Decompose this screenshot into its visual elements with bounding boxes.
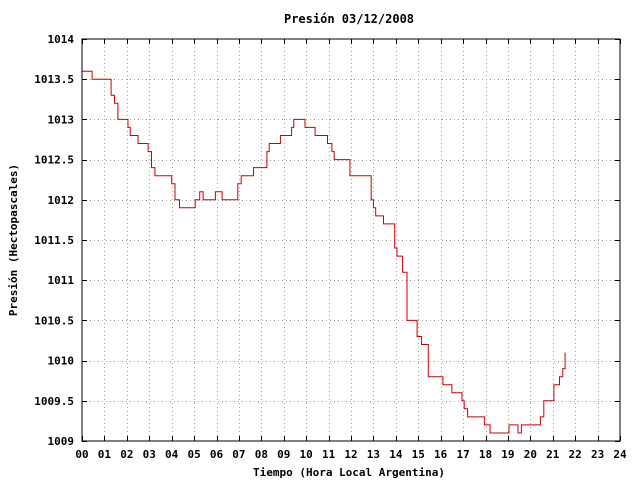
tick-marks	[82, 39, 621, 442]
chart-title: Presión 03/12/2008	[284, 12, 414, 26]
x-tick-label: 10	[300, 448, 313, 461]
series-layer	[82, 70, 566, 434]
y-tick-label: 1010.5	[34, 314, 74, 327]
x-tick-label: 06	[210, 448, 224, 461]
x-tick-label: 11	[322, 448, 336, 461]
y-tick-label: 1014	[48, 33, 75, 46]
y-tick-label: 1012.5	[34, 154, 74, 167]
x-tick-label: 23	[591, 448, 604, 461]
x-tick-label: 18	[479, 448, 492, 461]
y-tick-label: 1011	[48, 274, 75, 287]
y-tick-label: 1013	[48, 113, 75, 126]
x-tick-label: 08	[255, 448, 268, 461]
x-tick-label: 12	[344, 448, 357, 461]
x-tick-label: 07	[232, 448, 245, 461]
x-tick-label: 14	[389, 448, 403, 461]
x-tick-label: 02	[120, 448, 133, 461]
x-tick-label: 20	[524, 448, 537, 461]
pressure-series-line	[82, 70, 566, 434]
x-tick-label: 16	[434, 448, 448, 461]
x-tick-label: 04	[165, 448, 179, 461]
x-tick-label: 05	[187, 448, 200, 461]
y-tick-label: 1009	[48, 435, 75, 448]
x-tick-label: 00	[75, 448, 88, 461]
y-tick-label: 1010	[48, 355, 75, 368]
y-tick-label: 1012	[48, 194, 75, 207]
x-tick-label: 01	[98, 448, 112, 461]
x-tick-label: 24	[613, 448, 627, 461]
x-tick-label: 13	[367, 448, 380, 461]
y-axis-label: Presión (Hectopascales)	[7, 164, 20, 316]
x-tick-label: 15	[412, 448, 425, 461]
x-tick-label: 03	[143, 448, 156, 461]
y-tick-label: 1013.5	[34, 73, 74, 86]
y-tick-label: 1011.5	[34, 234, 74, 247]
x-axis-label: Tiempo (Hora Local Argentina)	[253, 466, 445, 479]
grid-lines	[82, 39, 620, 441]
x-tick-labels: 00 01 02 03 04 05 06 07 08 09 10 11 12 13 14 15 16 17 18 19…	[75, 448, 627, 461]
y-tick-label: 1009.5	[34, 395, 74, 408]
y-tick-labels: 1009 1009.5 1010 1010.5 1011 1011.5 1012 1012.5…	[34, 33, 74, 448]
x-tick-label: 19	[501, 448, 514, 461]
x-tick-label: 17	[456, 448, 469, 461]
x-tick-label: 21	[546, 448, 560, 461]
x-tick-label: 22	[569, 448, 582, 461]
x-tick-label: 09	[277, 448, 290, 461]
